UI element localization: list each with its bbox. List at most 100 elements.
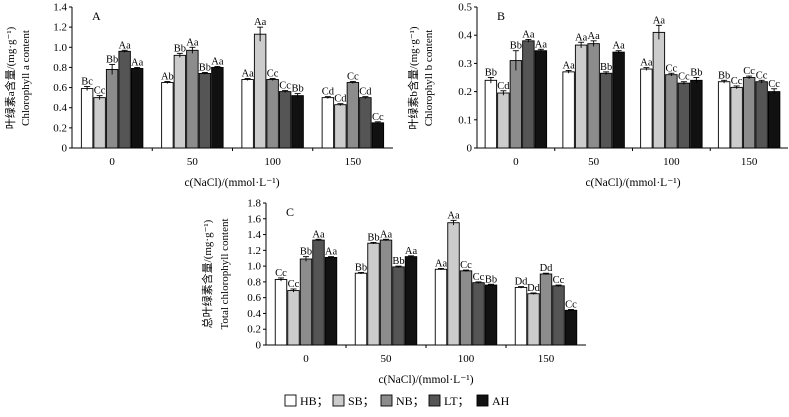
x-tick-label: 100 [264, 156, 281, 168]
significance-label: Bb [367, 232, 379, 243]
bar-hb-150 [717, 81, 731, 149]
bar-ah-0 [324, 256, 338, 346]
bar-sb-100 [447, 222, 460, 346]
bar-ah-150 [564, 309, 578, 346]
significance-label: Cc [473, 272, 485, 283]
y-tick-label: 0.2 [458, 86, 472, 98]
significance-label: Aa [186, 37, 199, 48]
bar-hb-100 [640, 68, 653, 149]
y-tick-label: 1.2 [247, 245, 261, 257]
significance-label: Aa [119, 40, 132, 51]
y-tick-label: 0.2 [247, 324, 261, 336]
y-tick-label: 0.1 [458, 114, 472, 126]
significance-label: Cc [267, 69, 279, 80]
x-tick-label: 100 [663, 156, 680, 168]
significance-label: Aa [435, 258, 448, 269]
significance-label: Aa [653, 15, 666, 26]
y-tick-label: 1.6 [247, 213, 261, 225]
legend-label-hb: HB； [300, 394, 329, 408]
y-tick-label: 0.3 [458, 58, 472, 70]
significance-label: Cc [288, 279, 300, 290]
bar-hb-150 [514, 286, 528, 346]
panel-letter: C [286, 205, 294, 219]
significance-label: Aa [325, 247, 338, 258]
bar-nb-0 [509, 60, 523, 149]
significance-label: Aa [575, 32, 588, 43]
x-tick-label: 0 [303, 353, 309, 365]
significance-label: Bb [174, 43, 186, 54]
significance-label: Cc [666, 63, 678, 74]
significance-label: Cd [322, 87, 335, 98]
bar-ah-50 [211, 66, 224, 149]
significance-label: Aa [563, 60, 576, 71]
bar-ah-100 [690, 79, 703, 149]
bar-lt-50 [392, 266, 405, 346]
bar-lt-100 [278, 91, 292, 149]
bar-sb-50 [173, 54, 187, 149]
bar-sb-50 [367, 242, 380, 346]
y-tick-label: 0.6 [53, 82, 67, 94]
x-tick-label: 50 [588, 156, 600, 168]
legend-label-lt: LT； [444, 394, 470, 408]
y-tick-label: 1.4 [247, 229, 261, 241]
y-tick-label: 1.8 [247, 198, 261, 210]
bar-hb-50 [354, 272, 368, 346]
bar-ah-150 [371, 122, 385, 149]
x-tick-label: 150 [538, 353, 555, 365]
significance-label: Bb [718, 70, 730, 81]
significance-label: Bb [485, 274, 497, 285]
bar-lt-50 [599, 72, 613, 149]
significance-label: Aa [405, 246, 418, 257]
bar-sb-50 [574, 44, 588, 149]
significance-label: Aa [254, 17, 267, 28]
significance-label: Bb [510, 41, 522, 52]
significance-label: Bb [291, 84, 303, 95]
bar-lt-0 [522, 40, 535, 149]
bar-ah-0 [130, 67, 144, 149]
bar-ah-50 [404, 256, 418, 346]
bar-sb-0 [287, 290, 300, 346]
significance-label: Cc [347, 72, 359, 83]
x-axis-title: c(NaCl)/(mmol·L⁻¹) [184, 177, 279, 189]
legend-swatch-sb [332, 394, 345, 407]
x-axis-title: c(NaCl)/(mmol·L⁻¹) [585, 177, 680, 189]
x-tick-label: 50 [187, 156, 199, 168]
bar-lt-100 [472, 282, 485, 346]
bar-ah-0 [534, 50, 548, 149]
bar-lt-0 [118, 50, 131, 149]
legend-swatch-ah [476, 394, 489, 407]
significance-label: Aa [312, 229, 325, 240]
significance-label: Cc [553, 275, 565, 286]
y-tick-label: 1.2 [53, 22, 67, 34]
y-axis-title-en: Chlorophyll a content [20, 30, 32, 126]
legend-label-sb: SB； [348, 394, 375, 408]
bar-sb-100 [652, 31, 666, 149]
x-tick-label: 0 [513, 156, 519, 168]
bar-hb-50 [161, 82, 174, 149]
bar-nb-0 [105, 68, 119, 149]
y-tick-label: 0.4 [247, 308, 261, 320]
bar-lt-150 [755, 81, 768, 149]
x-axis-title: c(NaCl)/(mmol·L⁻¹) [378, 374, 473, 386]
bar-hb-100 [434, 268, 448, 346]
bar-lt-150 [552, 285, 565, 346]
x-tick-label: 50 [381, 353, 393, 365]
significance-label: Bb [300, 247, 312, 258]
bar-sb-150 [730, 86, 743, 149]
legend-label-ah: AH [492, 394, 510, 408]
significance-label: Cc [279, 81, 291, 92]
significance-label: Aa [211, 56, 224, 67]
significance-label: Bb [600, 62, 612, 73]
significance-label: Aa [380, 229, 393, 240]
y-tick-label: 0.4 [458, 30, 472, 42]
bar-lt-100 [677, 82, 691, 149]
bar-sb-100 [253, 33, 267, 149]
legend-swatch-hb [284, 394, 297, 407]
significance-label: Cd [497, 81, 510, 92]
x-tick-label: 100 [458, 353, 475, 365]
y-axis-title-zh: 叶绿素a含量/(mg·g⁻¹) [3, 26, 17, 129]
y-tick-label: 0.2 [53, 122, 67, 134]
x-tick-label: 150 [345, 156, 362, 168]
bar-nb-100 [266, 79, 279, 149]
